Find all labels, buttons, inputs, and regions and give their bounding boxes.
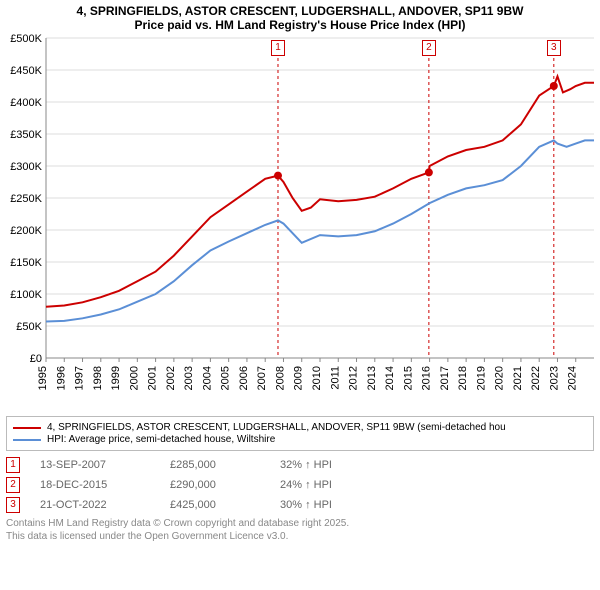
event-marker-flag: 1 (271, 40, 285, 56)
marker-table-row: 1 13-SEP-2007£285,00032% ↑ HPI (6, 457, 594, 473)
footer-line-2: This data is licensed under the Open Gov… (6, 530, 594, 543)
event-marker-dot (550, 82, 558, 90)
x-tick-label: 2005 (220, 366, 232, 390)
x-tick-label: 2000 (128, 366, 140, 390)
x-tick-label: 2020 (494, 366, 506, 390)
y-tick-label: £0 (30, 353, 42, 365)
legend-item: HPI: Average price, semi-detached house,… (13, 434, 587, 445)
x-tick-label: 2012 (348, 366, 360, 390)
x-tick-label: 2023 (548, 366, 560, 390)
marker-table-price: £290,000 (170, 479, 280, 491)
marker-table-hpi: 30% ↑ HPI (280, 499, 332, 511)
legend-item: 4, SPRINGFIELDS, ASTOR CRESCENT, LUDGERS… (13, 422, 587, 433)
x-tick-label: 2011 (329, 366, 341, 390)
y-tick-label: £200K (10, 225, 42, 237)
x-tick-label: 1995 (37, 366, 49, 390)
x-tick-label: 2016 (421, 366, 433, 390)
x-tick-label: 2024 (567, 366, 579, 390)
x-tick-label: 2002 (165, 366, 177, 390)
marker-table: 1 13-SEP-2007£285,00032% ↑ HPI 2 18-DEC-201… (6, 457, 594, 513)
legend-swatch (13, 427, 41, 429)
marker-table-num: 3 (6, 497, 20, 513)
x-tick-label: 2019 (475, 366, 487, 390)
footer-attribution: Contains HM Land Registry data © Crown c… (6, 517, 594, 543)
x-tick-label: 2007 (256, 366, 268, 390)
marker-table-num: 1 (6, 457, 20, 473)
y-tick-label: £50K (16, 321, 42, 333)
event-marker-flag: 2 (422, 40, 436, 56)
title-line-2: Price paid vs. HM Land Registry's House … (10, 18, 590, 32)
x-tick-label: 2022 (530, 366, 542, 390)
y-tick-label: £250K (10, 193, 42, 205)
marker-table-hpi: 32% ↑ HPI (280, 459, 332, 471)
x-tick-label: 2004 (201, 366, 213, 390)
chart-area: £0 £50K £100K £150K £200K £250K £300K £350K £400… (0, 34, 600, 414)
y-tick-label: £350K (10, 129, 42, 141)
y-tick-label: £300K (10, 161, 42, 173)
event-marker-flag: 3 (547, 40, 561, 56)
x-tick-label: 2009 (293, 366, 305, 390)
x-tick-label: 2014 (384, 366, 396, 390)
x-tick-label: 1996 (55, 366, 67, 390)
x-tick-label: 2006 (238, 366, 250, 390)
marker-table-num: 2 (6, 477, 20, 493)
x-tick-label: 2008 (274, 366, 286, 390)
x-tick-label: 2018 (457, 366, 469, 390)
event-marker-dot (274, 172, 282, 180)
legend: 4, SPRINGFIELDS, ASTOR CRESCENT, LUDGERS… (6, 416, 594, 451)
marker-table-date: 13-SEP-2007 (40, 459, 170, 471)
marker-table-price: £425,000 (170, 499, 280, 511)
x-tick-label: 2003 (183, 366, 195, 390)
x-tick-label: 2010 (311, 366, 323, 390)
event-marker-dot (425, 168, 433, 176)
marker-table-price: £285,000 (170, 459, 280, 471)
legend-swatch (13, 439, 41, 441)
y-tick-label: £400K (10, 97, 42, 109)
legend-label: HPI: Average price, semi-detached house,… (47, 434, 275, 445)
marker-table-row: 3 21-OCT-2022£425,00030% ↑ HPI (6, 497, 594, 513)
y-tick-label: £100K (10, 289, 42, 301)
title-block: 4, SPRINGFIELDS, ASTOR CRESCENT, LUDGERS… (0, 0, 600, 34)
marker-table-row: 2 18-DEC-2015£290,00024% ↑ HPI (6, 477, 594, 493)
x-tick-label: 1997 (74, 366, 86, 390)
y-tick-label: £450K (10, 65, 42, 77)
series-price_paid (46, 76, 594, 306)
x-tick-label: 2001 (147, 366, 159, 390)
x-tick-label: 2017 (439, 366, 451, 390)
x-tick-label: 2015 (402, 366, 414, 390)
chart-container: 4, SPRINGFIELDS, ASTOR CRESCENT, LUDGERS… (0, 0, 600, 543)
marker-table-date: 18-DEC-2015 (40, 479, 170, 491)
x-tick-label: 1999 (110, 366, 122, 390)
y-tick-label: £150K (10, 257, 42, 269)
x-tick-label: 1998 (92, 366, 104, 390)
legend-label: 4, SPRINGFIELDS, ASTOR CRESCENT, LUDGERS… (47, 422, 506, 433)
x-tick-label: 2021 (512, 366, 524, 390)
chart-svg: £0 £50K £100K £150K £200K £250K £300K £350K £400… (0, 34, 600, 414)
x-tick-label: 2013 (366, 366, 378, 390)
y-tick-label: £500K (10, 34, 42, 45)
footer-line-1: Contains HM Land Registry data © Crown c… (6, 517, 594, 530)
marker-table-date: 21-OCT-2022 (40, 499, 170, 511)
marker-table-hpi: 24% ↑ HPI (280, 479, 332, 491)
title-line-1: 4, SPRINGFIELDS, ASTOR CRESCENT, LUDGERS… (10, 4, 590, 18)
